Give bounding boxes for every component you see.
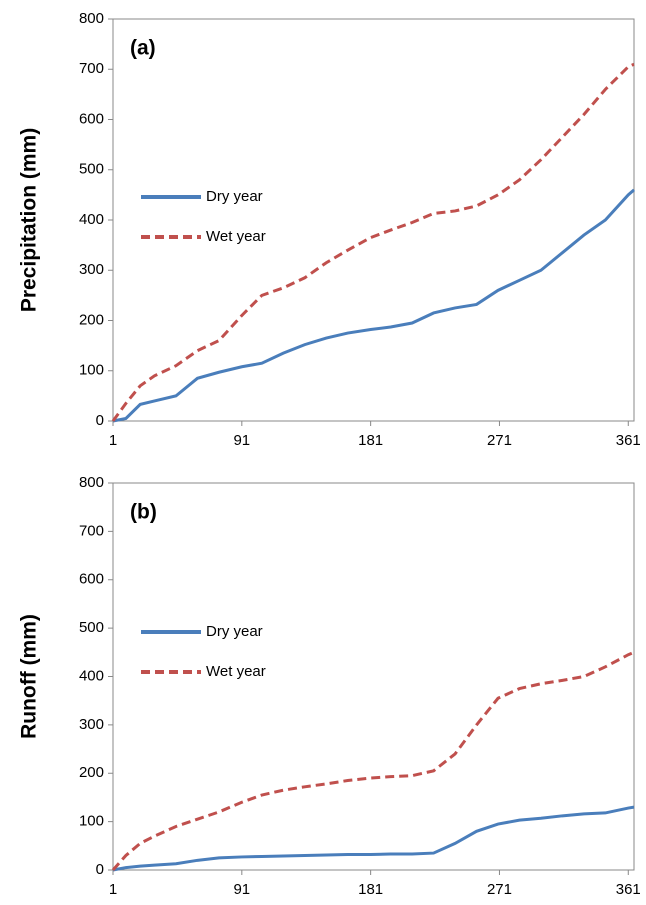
x-tick-label: 271 xyxy=(487,881,512,898)
y-tick-label: 300 xyxy=(79,716,104,733)
series-line xyxy=(112,188,635,423)
x-tick-label: 181 xyxy=(358,432,383,449)
y-tick-label: 800 xyxy=(79,10,104,27)
x-tick-label: 361 xyxy=(616,432,641,449)
y-tick-label: 0 xyxy=(96,412,104,429)
plot-frame xyxy=(112,18,635,422)
y-tick-label: 300 xyxy=(79,261,104,278)
plot-frame xyxy=(112,482,635,871)
series-line xyxy=(111,650,635,871)
y-tick-label: 200 xyxy=(79,311,104,328)
y-tick-label: 800 xyxy=(79,474,104,491)
legend-label: Wet year xyxy=(206,663,266,680)
y-tick-label: 700 xyxy=(79,60,104,77)
y-tick-label: 0 xyxy=(96,861,104,878)
y-tick-label: 100 xyxy=(79,362,104,379)
x-tick-label: 361 xyxy=(616,881,641,898)
y-tick-label: 400 xyxy=(79,667,104,684)
series-line xyxy=(111,62,635,422)
x-tick-label: 91 xyxy=(233,432,250,449)
x-tick-label: 1 xyxy=(109,432,117,449)
y-tick-label: 700 xyxy=(79,522,104,539)
series-line xyxy=(112,805,635,872)
panel-label: (b) xyxy=(130,501,157,524)
y-tick-label: 200 xyxy=(79,764,104,781)
y-tick-label: 500 xyxy=(79,619,104,636)
legend-label: Wet year xyxy=(206,228,266,245)
panel-label: (a) xyxy=(130,37,156,60)
legend-label: Dry year xyxy=(206,623,263,640)
y-tick-label: 500 xyxy=(79,161,104,178)
y-tick-label: 600 xyxy=(79,110,104,127)
x-tick-label: 271 xyxy=(487,432,512,449)
y-tick-label: 600 xyxy=(79,571,104,588)
y-tick-label: 100 xyxy=(79,813,104,830)
y-axis-label: Runoff (mm) xyxy=(18,614,41,739)
x-tick-label: 1 xyxy=(109,881,117,898)
y-tick-label: 400 xyxy=(79,211,104,228)
x-tick-label: 91 xyxy=(233,881,250,898)
y-axis-label: Precipitation (mm) xyxy=(18,128,41,312)
legend-label: Dry year xyxy=(206,188,263,205)
x-tick-label: 181 xyxy=(358,881,383,898)
